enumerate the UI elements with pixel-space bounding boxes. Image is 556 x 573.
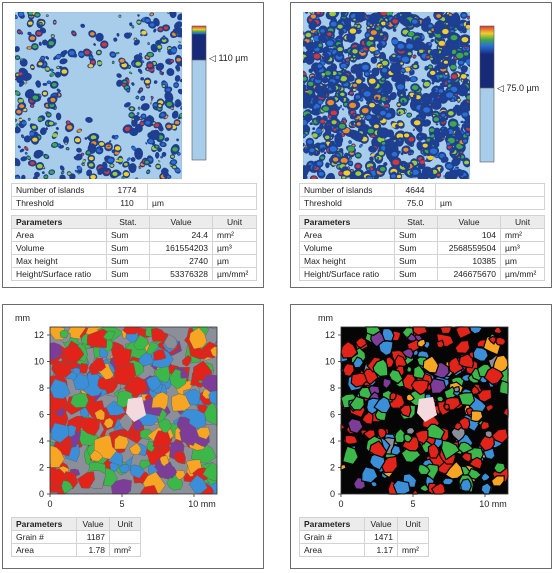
grain-map-1: mm 0 2 4 6 8 10 12 0 5 10 mm	[15, 313, 218, 509]
header-parameters: Parameters	[299, 215, 395, 229]
y-tick-label: 8	[39, 383, 44, 393]
grain-table-2: Parameters Value Unit Grain # 1471 Area …	[299, 517, 429, 557]
parameters-table-1: Parameters Stat. Value Unit Area Sum 24.4…	[11, 215, 257, 281]
x-tick-label: 5	[119, 499, 124, 509]
header-value: Value	[149, 215, 213, 229]
triangle-pointer-icon: ◁	[209, 53, 216, 63]
table-row: Volume Sum 161554203 µm³	[11, 241, 257, 255]
table-row: Volume Sum 2568559504 µm³	[299, 241, 545, 255]
y-tick-label: 12	[34, 330, 44, 340]
table-row: Area 1.78 mm²	[11, 543, 141, 557]
colorbar-threshold-label: 110 µm	[218, 53, 248, 63]
axis-unit-label: mm	[15, 313, 30, 323]
height-map-2	[303, 12, 470, 179]
x-tick-label: 10 mm	[479, 499, 507, 509]
table-row: Grain # 1471	[299, 530, 429, 544]
y-tick-label: 2	[330, 463, 335, 473]
header-parameters: Parameters	[299, 517, 365, 531]
x-tick-label: 5	[410, 499, 415, 509]
grain-analysis-panel-2: mm 0 2 4 6 8 10 12 0 5 10 mm Parameters Value Un…	[290, 304, 552, 569]
threshold-value: 110	[106, 196, 148, 210]
grain-map-2: mm 0 2 4 6 8 10 12 0 5 10 mm	[318, 313, 509, 509]
x-tick-label: 0	[338, 499, 343, 509]
header-stat: Stat.	[394, 215, 438, 229]
header-unit: Unit	[397, 517, 429, 531]
header-unit: Unit	[109, 517, 141, 531]
y-tick-label: 6	[39, 410, 44, 420]
table-row: Height/Surface ratio Sum 246675670 µm/mm²	[299, 267, 545, 281]
threshold-unit: µm	[435, 196, 545, 210]
header-stat: Stat.	[106, 215, 150, 229]
islands-unit	[147, 183, 257, 197]
table-row: Height/Surface ratio Sum 53376328 µm/mm²	[11, 267, 257, 281]
triangle-pointer-icon: ◁	[497, 83, 504, 93]
header-unit: Unit	[500, 215, 545, 229]
colorbar-1	[191, 25, 207, 161]
threshold-marker-2: ◁ 75.0 µm	[497, 83, 539, 94]
island-analysis-panel-2: ◁ 75.0 µm Number of islands 4644 Thresho…	[290, 2, 552, 288]
islands-label: Number of islands	[11, 183, 107, 197]
x-tick-label: 0	[47, 499, 52, 509]
island-analysis-panel-1: ◁ 110 µm Number of islands 1774 Threshol…	[2, 2, 264, 288]
y-tick-label: 4	[330, 436, 335, 446]
islands-unit	[435, 183, 545, 197]
y-tick-label: 6	[330, 410, 335, 420]
table-row: Max height Sum 2740 µm	[11, 254, 257, 268]
header-value: Value	[437, 215, 501, 229]
islands-count: 1774	[106, 183, 148, 197]
table-row: Area Sum 24.4 mm²	[11, 228, 257, 242]
threshold-label: Threshold	[11, 196, 107, 210]
y-tick-label: 8	[330, 383, 335, 393]
y-tick-label: 12	[325, 330, 335, 340]
threshold-value: 75.0	[394, 196, 436, 210]
table-row: Area Sum 104 mm²	[299, 228, 545, 242]
header-value: Value	[364, 517, 398, 531]
x-tick-label: 10 mm	[188, 499, 216, 509]
colorbar-2	[479, 25, 495, 163]
axis-unit-label: mm	[318, 313, 333, 323]
header-value: Value	[76, 517, 110, 531]
threshold-unit: µm	[147, 196, 257, 210]
threshold-marker-1: ◁ 110 µm	[209, 53, 248, 64]
islands-label: Number of islands	[299, 183, 395, 197]
islands-summary-table-2: Number of islands 4644 Threshold 75.0 µm	[299, 183, 545, 210]
threshold-label: Threshold	[299, 196, 395, 210]
y-tick-label: 10	[34, 357, 44, 367]
y-tick-label: 10	[325, 357, 335, 367]
header-parameters: Parameters	[11, 215, 107, 229]
height-map-1	[15, 12, 182, 179]
islands-count: 4644	[394, 183, 436, 197]
islands-summary-table-1: Number of islands 1774 Threshold 110 µm	[11, 183, 257, 210]
y-tick-label: 4	[39, 436, 44, 446]
colorbar-threshold-label: 75.0 µm	[506, 83, 540, 93]
table-row: Area 1.17 mm²	[299, 543, 429, 557]
y-tick-label: 0	[39, 489, 44, 499]
table-row: Max height Sum 10385 µm	[299, 254, 545, 268]
table-row: Grain # 1187	[11, 530, 141, 544]
y-tick-label: 2	[39, 463, 44, 473]
y-tick-label: 0	[330, 489, 335, 499]
grain-analysis-panel-1: mm 0 2 4 6 8 10 12 0 5 10 mm Parameters Value Un…	[2, 304, 264, 569]
parameters-table-2: Parameters Stat. Value Unit Area Sum 104 m…	[299, 215, 545, 281]
header-parameters: Parameters	[11, 517, 77, 531]
grain-table-1: Parameters Value Unit Grain # 1187 Area …	[11, 517, 141, 557]
header-unit: Unit	[212, 215, 257, 229]
